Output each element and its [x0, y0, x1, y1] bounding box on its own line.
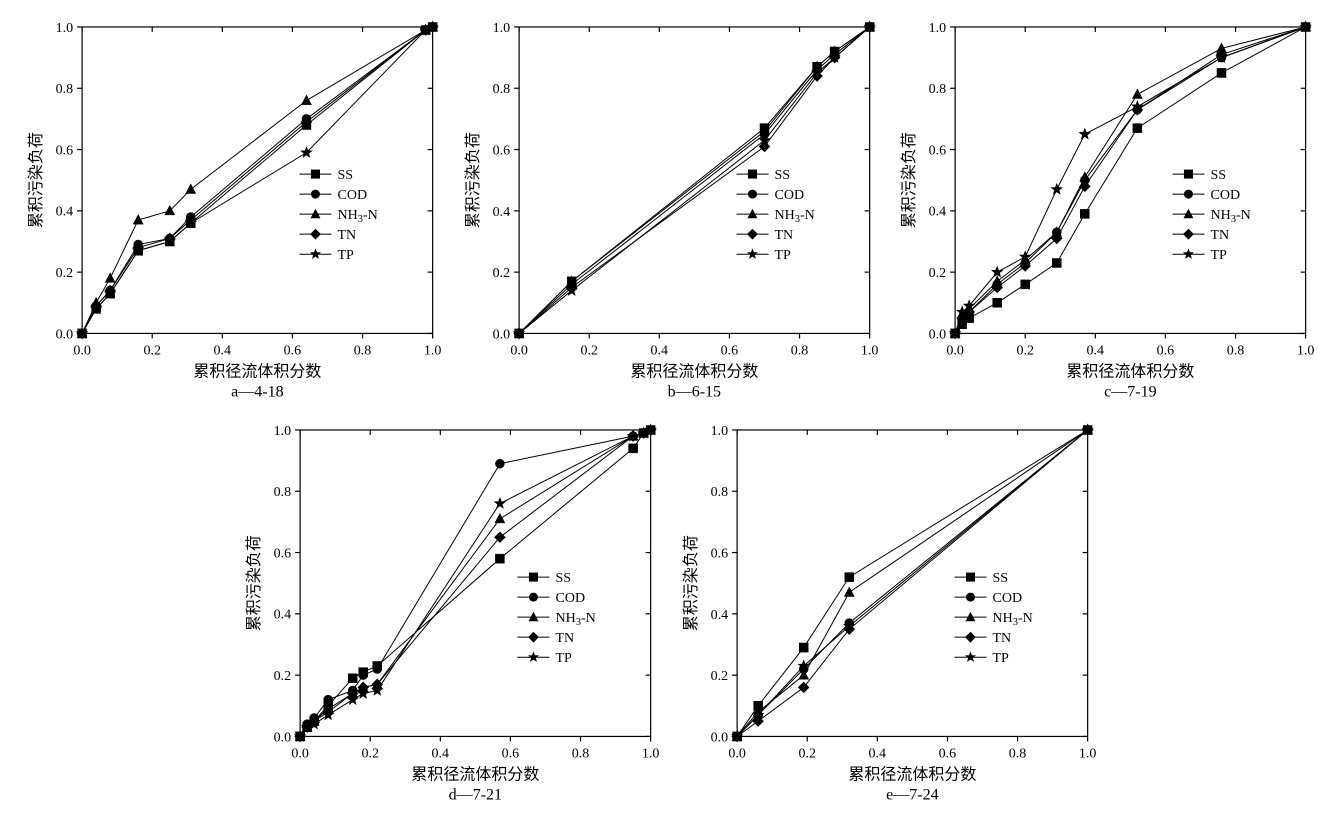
y-tick-label: 0.6 [492, 143, 510, 158]
legend-marker-COD [748, 190, 757, 199]
legend-label: TN [774, 228, 793, 243]
x-tick-label: 0.8 [1227, 343, 1245, 358]
y-axis-label: 累积污染负荷 [464, 132, 482, 228]
series-marker-SS [1053, 258, 1062, 267]
series-marker-SS [1021, 280, 1030, 289]
x-axis-label: 累积径流体积分数 [630, 363, 758, 381]
x-tick-label: 1.0 [861, 343, 879, 358]
x-tick-label: 0.4 [650, 343, 668, 358]
y-tick-label: 0.8 [56, 82, 74, 97]
legend-marker-SS [1184, 170, 1193, 179]
y-tick-label: 0.0 [274, 730, 292, 745]
x-tick-label: 0.6 [284, 343, 302, 358]
panel-b: 0.0 0.2 0.4 0.6 0.8 1.0 0.0 0.2 0.4 0.6 0.8 1.0 累积径流… [447, 10, 884, 413]
legend-marker-COD [1184, 190, 1193, 199]
y-tick-label: 0.2 [56, 266, 74, 281]
legend-label: SS [337, 168, 353, 183]
y-tick-label: 1.0 [492, 21, 510, 36]
legend-marker-SS [311, 170, 320, 179]
x-tick-label: 0.8 [790, 343, 808, 358]
y-tick-label: 0.6 [711, 546, 729, 561]
y-tick-label: 0.2 [929, 266, 947, 281]
series-marker-SS [1081, 209, 1090, 218]
x-tick-label: 0.0 [947, 343, 965, 358]
legend-label: COD [1211, 188, 1241, 203]
x-tick-label: 0.4 [1087, 343, 1105, 358]
x-tick-label: 0.0 [510, 343, 528, 358]
panel-a: 0.0 0.2 0.4 0.6 0.8 1.0 0.0 0.2 0.4 0.6 0.8 1.0 累积径流… [10, 10, 447, 413]
y-tick-label: 0.4 [274, 607, 292, 622]
x-tick-label: 0.2 [1017, 343, 1035, 358]
x-tick-label: 1.0 [1297, 343, 1315, 358]
x-tick-label: 0.2 [143, 343, 161, 358]
x-tick-label: 1.0 [424, 343, 442, 358]
legend-label: TN [1211, 228, 1230, 243]
panel-c: 0.0 0.2 0.4 0.6 0.8 1.0 0.0 0.2 0.4 0.6 0.8 1.0 累积径流… [883, 10, 1320, 413]
legend-label: NH3-N [337, 208, 377, 225]
x-tick-label: 0.6 [720, 343, 738, 358]
series-marker-COD [373, 664, 382, 673]
legend-label: COD [337, 188, 367, 203]
legend-label: NH3-N [1211, 208, 1251, 225]
y-tick-label: 0.4 [56, 205, 74, 220]
series-marker-COD [359, 670, 368, 679]
series-marker-COD [324, 695, 333, 704]
x-tick-label: 0.4 [214, 343, 232, 358]
y-tick-label: 0.4 [492, 205, 510, 220]
y-tick-label: 0.8 [929, 82, 947, 97]
x-tick-label: 0.6 [1157, 343, 1175, 358]
legend-marker-COD [311, 190, 320, 199]
y-tick-label: 0.2 [711, 669, 729, 684]
series-marker-SS [799, 643, 808, 652]
y-tick-label: 0.2 [274, 669, 292, 684]
panel-caption: a—4-18 [231, 384, 283, 401]
y-tick-label: 0.0 [492, 327, 510, 342]
panel-caption: c—7-19 [1104, 384, 1156, 401]
legend-label: NH3-N [774, 208, 814, 225]
x-tick-label: 0.0 [292, 746, 310, 761]
series-marker-SS [1217, 68, 1226, 77]
y-tick-label: 1.0 [929, 21, 947, 36]
legend-label: TP [337, 248, 354, 263]
legend-label: SS [1211, 168, 1227, 183]
y-axis-label: 累积污染负荷 [27, 132, 45, 228]
panel-caption: b—6-15 [667, 384, 720, 401]
x-tick-label: 0.0 [73, 343, 91, 358]
x-tick-label: 0.8 [354, 343, 372, 358]
y-tick-label: 0.0 [711, 730, 729, 745]
y-tick-label: 0.4 [929, 205, 947, 220]
y-tick-label: 0.0 [929, 327, 947, 342]
y-tick-label: 0.6 [274, 546, 292, 561]
legend-label: COD [774, 188, 804, 203]
y-tick-label: 0.8 [711, 485, 729, 500]
legend-label: TP [1211, 248, 1228, 263]
legend-marker-SS [748, 170, 757, 179]
x-axis-label: 累积径流体积分数 [1067, 362, 1195, 380]
series-marker-SS [993, 298, 1002, 307]
x-axis-label: 累积径流体积分数 [193, 362, 321, 380]
y-tick-label: 1.0 [56, 21, 74, 36]
y-tick-label: 0.4 [711, 607, 729, 622]
y-axis-label: 累积污染负荷 [245, 535, 263, 631]
series-marker-SS [1133, 124, 1142, 133]
y-axis-label: 累积污染负荷 [900, 132, 918, 228]
legend-label: SS [774, 168, 790, 183]
y-tick-label: 0.6 [56, 143, 74, 158]
y-tick-label: 0.0 [56, 327, 74, 342]
y-tick-label: 0.8 [274, 485, 292, 500]
y-tick-label: 0.8 [492, 82, 510, 97]
legend-label: TN [337, 228, 356, 243]
x-tick-label: 0.2 [362, 746, 380, 761]
series-marker-SS [349, 673, 358, 682]
y-axis-label: 累积污染负荷 [682, 535, 700, 631]
y-tick-label: 0.2 [492, 266, 510, 281]
y-tick-label: 0.6 [929, 143, 947, 158]
x-tick-label: 0.0 [728, 746, 746, 761]
x-tick-label: 0.2 [798, 746, 816, 761]
legend-label: TP [774, 248, 791, 263]
y-tick-label: 1.0 [274, 423, 292, 438]
y-tick-label: 1.0 [711, 423, 729, 438]
x-tick-label: 0.2 [580, 343, 598, 358]
series-marker-SS [845, 572, 854, 581]
